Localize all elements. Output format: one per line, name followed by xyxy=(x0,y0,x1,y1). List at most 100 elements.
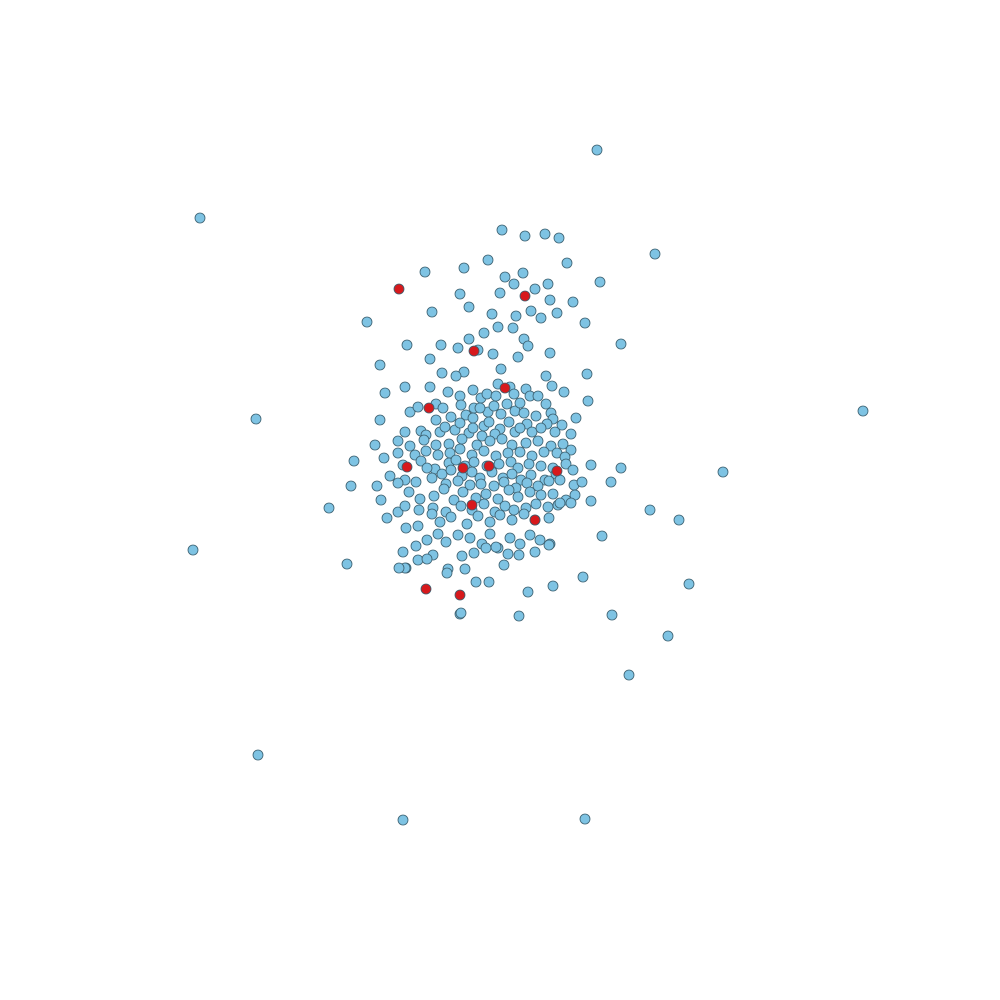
blue-point-304 xyxy=(513,610,525,622)
blue-point-75 xyxy=(508,388,520,400)
blue-point-224 xyxy=(448,494,460,506)
blue-point-288 xyxy=(468,547,480,559)
blue-point-69 xyxy=(399,381,411,393)
blue-point-155 xyxy=(454,443,466,455)
blue-point-93 xyxy=(514,397,526,409)
blue-point-247 xyxy=(508,504,520,516)
blue-point-218 xyxy=(375,494,387,506)
blue-point-244 xyxy=(478,498,490,510)
blue-point-291 xyxy=(502,548,514,560)
blue-point-46 xyxy=(492,321,504,333)
blue-point-222 xyxy=(428,490,440,502)
blue-point-107 xyxy=(530,410,542,422)
blue-point-198 xyxy=(615,462,627,474)
blue-point-100 xyxy=(445,411,457,423)
blue-point-276 xyxy=(484,528,496,540)
blue-point-134 xyxy=(392,435,404,447)
blue-point-292 xyxy=(513,549,525,561)
blue-point-50 xyxy=(615,338,627,350)
blue-point-252 xyxy=(400,522,412,534)
blue-point-22 xyxy=(482,254,494,266)
blue-point-207 xyxy=(475,478,487,490)
blue-point-259 xyxy=(484,516,496,528)
blue-point-149 xyxy=(378,452,390,464)
blue-point-144 xyxy=(520,437,532,449)
blue-point-97 xyxy=(374,414,386,426)
blue-point-41 xyxy=(535,312,547,324)
blue-point-12 xyxy=(623,669,635,681)
blue-point-185 xyxy=(436,468,448,480)
blue-point-302 xyxy=(547,580,559,592)
red-point-10 xyxy=(529,514,541,526)
blue-point-61 xyxy=(424,353,436,365)
blue-point-139 xyxy=(456,433,468,445)
blue-point-18 xyxy=(496,224,508,236)
blue-point-128 xyxy=(503,416,515,428)
blue-point-52 xyxy=(435,339,447,351)
blue-point-40 xyxy=(525,305,537,317)
blue-point-228 xyxy=(492,493,504,505)
blue-point-21 xyxy=(553,232,565,244)
blue-point-23 xyxy=(458,262,470,274)
blue-point-264 xyxy=(543,512,555,524)
blue-point-258 xyxy=(472,510,484,522)
blue-point-153 xyxy=(432,449,444,461)
blue-point-219 xyxy=(392,506,404,518)
blue-point-301 xyxy=(522,586,534,598)
blue-point-56 xyxy=(522,340,534,352)
blue-point-59 xyxy=(512,351,524,363)
blue-point-17 xyxy=(673,514,685,526)
blue-point-103 xyxy=(474,402,486,414)
red-point-5 xyxy=(401,461,413,473)
blue-point-297 xyxy=(459,563,471,575)
blue-point-34 xyxy=(544,294,556,306)
blue-point-287 xyxy=(456,550,468,562)
blue-point-38 xyxy=(486,308,498,320)
blue-point-81 xyxy=(454,390,466,402)
blue-point-4 xyxy=(250,413,262,425)
blue-point-273 xyxy=(452,529,464,541)
blue-point-209 xyxy=(498,476,510,488)
blue-point-24 xyxy=(419,266,431,278)
blue-point-280 xyxy=(524,529,536,541)
blue-point-270 xyxy=(421,534,433,546)
blue-point-175 xyxy=(505,456,517,468)
blue-point-65 xyxy=(581,368,593,380)
blue-point-232 xyxy=(535,489,547,501)
blue-point-281 xyxy=(534,534,546,546)
blue-point-26 xyxy=(594,276,606,288)
blue-point-223 xyxy=(438,483,450,495)
blue-point-250 xyxy=(542,501,554,513)
blue-point-298 xyxy=(470,576,482,588)
blue-point-227 xyxy=(480,488,492,500)
blue-point-246 xyxy=(499,500,511,512)
blue-point-236 xyxy=(585,495,597,507)
blue-point-106 xyxy=(518,407,530,419)
blue-point-157 xyxy=(478,445,490,457)
blue-point-296 xyxy=(441,567,453,579)
red-point-6 xyxy=(457,462,469,474)
blue-point-8 xyxy=(341,558,353,570)
blue-point-30 xyxy=(529,283,541,295)
blue-point-132 xyxy=(549,426,561,438)
blue-point-70 xyxy=(424,381,436,393)
blue-point-60 xyxy=(374,359,386,371)
blue-point-265 xyxy=(554,497,566,509)
blue-point-254 xyxy=(426,508,438,520)
blue-point-199 xyxy=(345,480,357,492)
blue-point-300 xyxy=(498,559,510,571)
blue-point-230 xyxy=(512,491,524,503)
blue-point-200 xyxy=(371,480,383,492)
blue-point-271 xyxy=(432,528,444,540)
blue-point-262 xyxy=(518,508,530,520)
blue-point-267 xyxy=(596,530,608,542)
blue-point-133 xyxy=(369,439,381,451)
blue-point-159 xyxy=(502,447,514,459)
blue-point-29 xyxy=(508,278,520,290)
blue-point-33 xyxy=(494,287,506,299)
blue-point-272 xyxy=(440,536,452,548)
blue-point-126 xyxy=(476,430,488,442)
blue-point-121 xyxy=(399,426,411,438)
blue-point-44 xyxy=(579,317,591,329)
blue-point-284 xyxy=(412,554,424,566)
